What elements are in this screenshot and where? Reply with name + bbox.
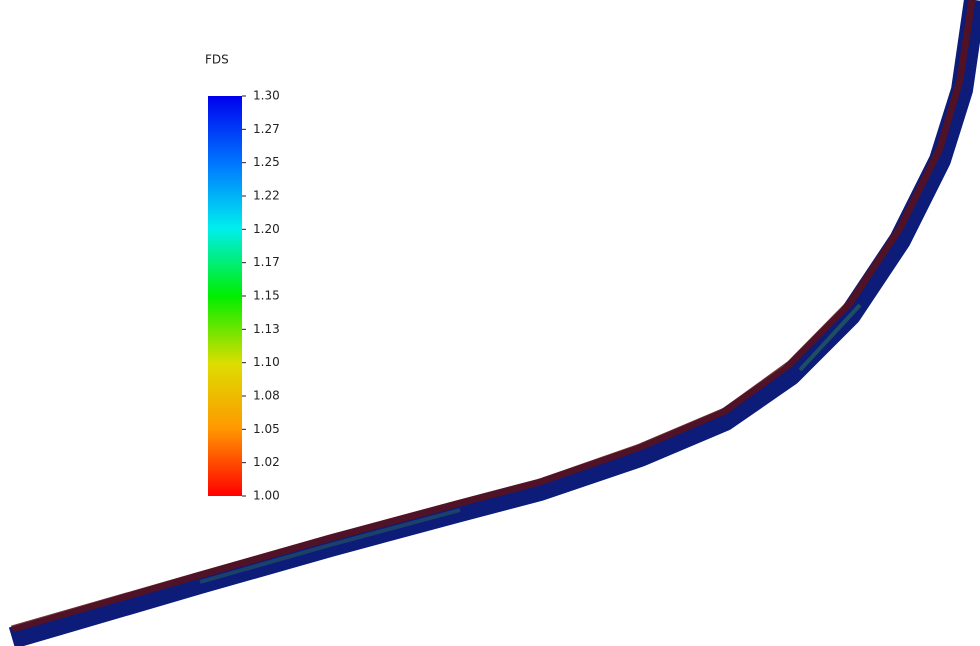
tick-label: 1.17 — [253, 255, 280, 269]
tick-label: 1.08 — [253, 389, 280, 403]
tick-label: 1.05 — [253, 422, 280, 436]
tick-label: 1.27 — [253, 122, 280, 136]
tick-label: 1.20 — [253, 222, 280, 236]
tick-label: 1.25 — [253, 155, 280, 169]
tick-label: 1.30 — [253, 89, 280, 103]
tick-label: 1.02 — [253, 455, 280, 469]
tick-label: 1.10 — [253, 355, 280, 369]
model-band — [12, 0, 975, 638]
tick-label: 1.15 — [253, 289, 280, 303]
tick-label: 1.00 — [253, 489, 280, 503]
viewport: FDS 1.00 1.02 1.05 1.08 1.10 1.13 1.15 1.17 1.20… — [0, 0, 980, 646]
tick-label: 1.13 — [253, 322, 280, 336]
legend-title: FDS — [205, 53, 229, 67]
tick-label: 1.22 — [253, 189, 280, 203]
colorbar — [208, 96, 242, 496]
